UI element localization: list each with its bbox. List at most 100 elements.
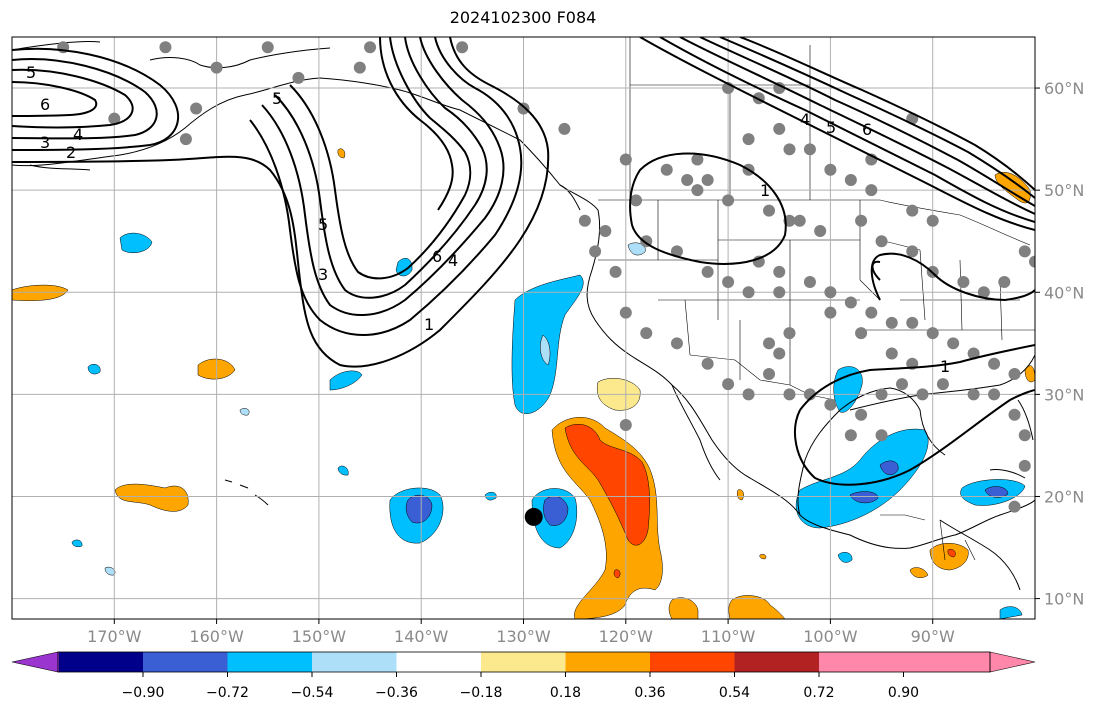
- station-dot: [701, 357, 714, 370]
- station-dot: [1018, 429, 1031, 442]
- map-plot-area: 5 6 4 3 2 5 3 6 4 1 1 1 4 5 6 5: [12, 37, 1035, 619]
- station-dot: [855, 327, 868, 340]
- colorbar-tick-label: −0.72: [206, 685, 249, 701]
- station-dot: [824, 306, 837, 319]
- station-dot: [640, 327, 653, 340]
- lon-tick-label: 170°W: [87, 627, 142, 646]
- station-dot: [926, 214, 939, 227]
- contour-label: 3: [318, 265, 328, 284]
- station-dot: [670, 245, 683, 258]
- station-dot: [967, 347, 980, 360]
- station-dot: [844, 429, 857, 442]
- lon-tick-label: 150°W: [292, 627, 347, 646]
- contour-label: 5: [272, 89, 282, 108]
- contour-label: 6: [40, 95, 50, 114]
- station-dot: [630, 194, 643, 207]
- station-dot: [691, 184, 704, 197]
- contour-label: 6: [862, 120, 872, 139]
- station-dot: [977, 286, 990, 299]
- colorbar-tick-label: 0.18: [550, 685, 581, 701]
- contour-label-group: 5 6 4 3 2 5 3 6 4 1 1 1 4 5 6 5: [26, 63, 950, 376]
- lat-tick-label: 60°N: [1044, 79, 1084, 98]
- station-dot: [609, 265, 622, 278]
- colorbar-tick-label: −0.36: [375, 685, 418, 701]
- station-markers: [57, 41, 1035, 513]
- station-dot: [763, 367, 776, 380]
- station-dot: [988, 357, 1001, 370]
- station-dot: [722, 276, 735, 289]
- latitude-axis: 10°N 20°N 30°N 40°N 50°N 60°N: [1035, 79, 1084, 609]
- station-dot: [364, 41, 377, 54]
- station-dot: [353, 61, 366, 74]
- station-dot: [1029, 255, 1035, 268]
- station-dot: [936, 378, 949, 391]
- station-dot: [957, 276, 970, 289]
- lon-tick-label: 140°W: [394, 627, 449, 646]
- station-dot: [763, 204, 776, 217]
- station-dot: [589, 245, 602, 258]
- station-dot: [875, 235, 888, 248]
- station-dot: [722, 378, 735, 391]
- negative-anomaly-shading: [71, 232, 1026, 619]
- station-dot: [783, 143, 796, 156]
- contour-label: 3: [40, 133, 50, 152]
- colorbar-segment: [143, 652, 228, 672]
- station-dot: [660, 163, 673, 176]
- station-dot: [691, 153, 704, 166]
- storm-position-marker: [524, 507, 543, 526]
- station-dot: [814, 225, 827, 237]
- station-dot: [824, 163, 837, 176]
- station-dot: [875, 388, 888, 401]
- station-dot: [261, 41, 274, 54]
- station-dot: [763, 337, 776, 350]
- station-dot: [855, 408, 868, 421]
- contour-label: 5: [826, 118, 836, 137]
- station-dot: [190, 102, 203, 115]
- colorbar-tick-label: 0.72: [803, 685, 834, 701]
- colorbar-segment: [819, 652, 990, 672]
- colorbar-segment: [227, 652, 313, 672]
- longitude-axis: 170°W 160°W 150°W 140°W 130°W 120°W 110°W 100°W…: [87, 619, 955, 646]
- station-dot: [670, 337, 683, 350]
- station-dot: [967, 388, 980, 401]
- lat-tick-label: 40°N: [1044, 283, 1084, 302]
- station-dot: [906, 245, 919, 258]
- lat-tick-label: 30°N: [1044, 385, 1084, 404]
- colorbar-extend-low: [11, 651, 59, 673]
- station-dot: [599, 225, 612, 237]
- station-dot: [701, 173, 714, 186]
- station-dot: [783, 327, 796, 340]
- lat-tick-label: 10°N: [1044, 590, 1084, 609]
- colorbar-tick-label: 0.90: [888, 685, 919, 701]
- station-dot: [179, 133, 192, 146]
- contour-label: 6: [432, 247, 442, 266]
- colorbar-tick-labels: −0.90 −0.72 −0.54 −0.36 −0.18 0.18 0.36 0.54 0.7…: [122, 672, 919, 701]
- station-dot: [1008, 367, 1021, 380]
- station-dot: [681, 173, 694, 186]
- station-dot: [875, 429, 888, 442]
- station-dot: [1008, 500, 1021, 513]
- station-dot: [773, 82, 786, 95]
- station-dot: [292, 71, 305, 84]
- station-dot: [896, 378, 909, 391]
- lon-tick-label: 130°W: [496, 627, 551, 646]
- lon-tick-label: 120°W: [599, 627, 654, 646]
- lon-tick-label: 100°W: [803, 627, 858, 646]
- station-dot: [742, 133, 755, 146]
- contour-lines: [12, 37, 1035, 486]
- contour-label: 4: [73, 125, 83, 144]
- station-dot: [742, 286, 755, 299]
- lon-tick-label: 90°W: [911, 627, 955, 646]
- station-dot: [619, 306, 632, 319]
- lon-tick-label: 110°W: [701, 627, 756, 646]
- station-dot: [885, 347, 898, 360]
- contour-label: 4: [800, 110, 810, 129]
- station-dot: [1008, 408, 1021, 421]
- colorbar-segment: [58, 652, 144, 672]
- station-dot: [998, 276, 1011, 289]
- colorbar-segment: [565, 652, 651, 672]
- colorbar-tick-label: 0.36: [634, 685, 665, 701]
- station-dot: [773, 122, 786, 135]
- colorbar-tick-label: −0.54: [291, 685, 334, 701]
- contour-label: 1: [760, 181, 770, 200]
